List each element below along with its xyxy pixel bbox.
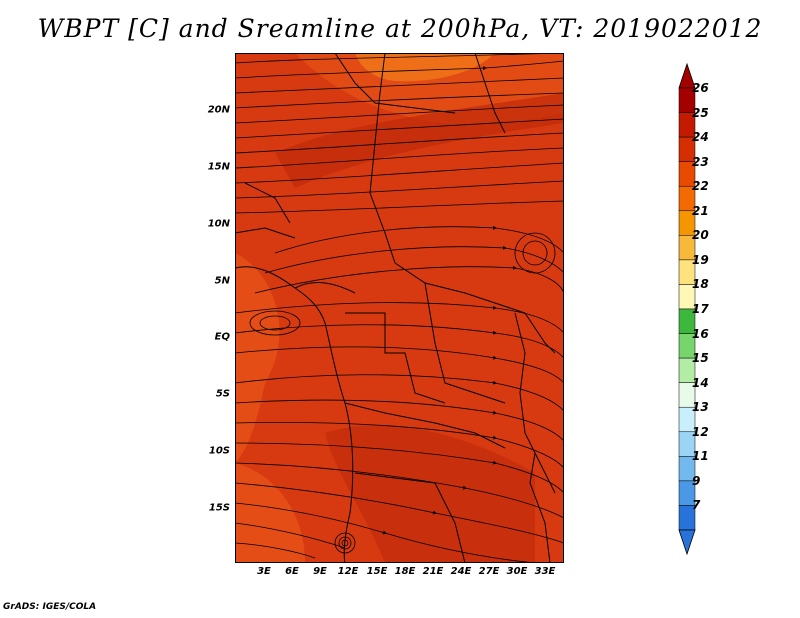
streamlines (235, 53, 564, 563)
lat-tick: 15N (207, 161, 230, 173)
colorbar-label: 17 (692, 302, 709, 316)
colorbar-label: 23 (692, 154, 709, 169)
lon-tick: 21E (422, 566, 444, 577)
lon-tick: 15E (366, 566, 388, 577)
colorbar-label: 11 (692, 449, 709, 464)
colorbar-label: 7 (692, 498, 701, 513)
colorbar-label: 13 (692, 400, 709, 415)
lon-tick: 30E (506, 566, 528, 577)
colorbar-label: 9 (692, 473, 701, 488)
map-panel (235, 53, 564, 563)
colorbar-label: 19 (692, 252, 709, 267)
lon-tick: 33E (534, 566, 556, 577)
wbpt-dark-band (275, 93, 564, 188)
colorbar-label: 25 (692, 105, 709, 120)
colorbar-label: 16 (692, 326, 709, 341)
colorbar (678, 62, 696, 556)
lat-tick: 10N (207, 218, 230, 230)
wbpt-light-zone-south (235, 463, 305, 563)
lon-tick: 9E (313, 566, 327, 577)
lat-tick: 20N (207, 104, 230, 116)
lon-tick: 3E (257, 566, 271, 577)
colorbar-label: 12 (692, 424, 709, 439)
colorbar-label: 20 (692, 228, 709, 243)
lon-tick: 18E (394, 566, 416, 577)
colorbar-label: 24 (692, 130, 709, 145)
wbpt-light-zone-west (235, 253, 280, 463)
lat-tick: 5N (214, 275, 230, 287)
colorbar-label: 26 (692, 81, 709, 95)
colorbar-label: 14 (692, 375, 709, 390)
lon-tick: 12E (337, 566, 359, 577)
wbpt-dark-zone-south (325, 425, 535, 563)
lon-tick: 24E (450, 566, 472, 577)
lon-tick: 27E (478, 566, 500, 577)
lon-tick: 6E (285, 566, 299, 577)
colorbar-label: 18 (692, 277, 709, 292)
colorbar-label: 21 (692, 203, 709, 218)
map-title: WBPT [C] and Sreamline at 200hPa, VT: 20… (37, 14, 763, 43)
lat-tick: 10S (208, 445, 230, 457)
lat-tick: EQ (214, 331, 230, 343)
lat-tick: 15S (208, 502, 230, 514)
colorbar-label: 22 (692, 179, 709, 194)
credit-text: GrADS: IGES/COLA (3, 602, 97, 612)
colorbar-label: 15 (692, 351, 709, 366)
colorbar-min-arrow (678, 529, 696, 556)
lat-tick: 5S (215, 388, 230, 400)
